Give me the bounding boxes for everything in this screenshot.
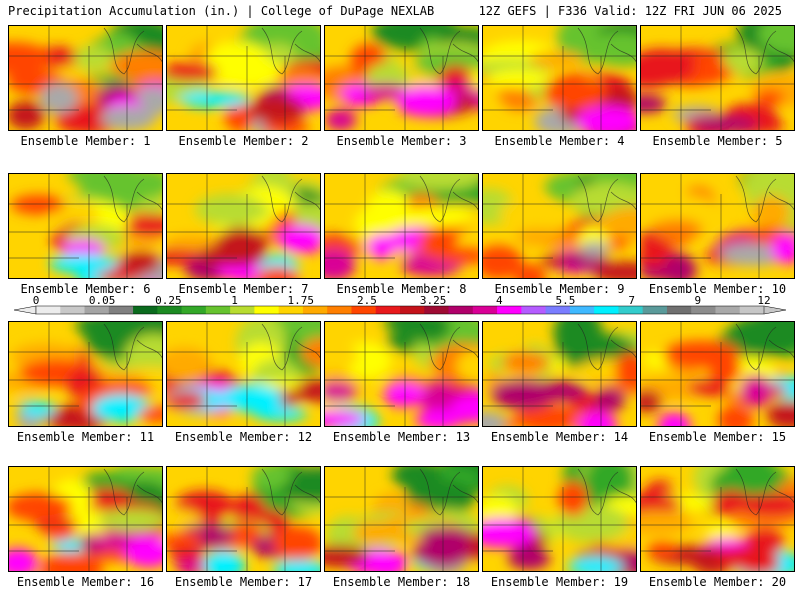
ensemble-member-label: Ensemble Member: 4 — [494, 134, 625, 148]
ensemble-map-16 — [8, 466, 163, 572]
colorbar-swatch — [545, 306, 571, 314]
ensemble-member-label: Ensemble Member: 9 — [494, 282, 625, 296]
ensemble-map-15 — [640, 321, 795, 427]
colorbar-swatch — [691, 306, 716, 314]
colorbar-tick-label: 4 — [496, 296, 503, 307]
ensemble-member-label: Ensemble Member: 12 — [174, 430, 313, 444]
colorbar-tick-label: 2.5 — [357, 296, 377, 307]
ensemble-member-label: Ensemble Member: 10 — [648, 282, 787, 296]
ensemble-member-label: Ensemble Member: 5 — [652, 134, 783, 148]
colorbar-tick-label: 1.75 — [287, 296, 314, 307]
ensemble-member-label: Ensemble Member: 13 — [332, 430, 471, 444]
ensemble-map-5 — [640, 25, 795, 131]
ensemble-map-17 — [166, 466, 321, 572]
ensemble-map-1 — [8, 25, 163, 131]
ensemble-map-13 — [324, 321, 479, 427]
colorbar-swatch — [157, 306, 183, 314]
run-info: 12Z GEFS | F336 Valid: 12Z FRI JUN 06 20… — [478, 4, 782, 18]
precipitation-colorbar: 0 0.05 0.25 1 1.75 2.5 3.25 4 5.5 7 9 12 — [13, 296, 787, 315]
ensemble-member-label: Ensemble Member: 6 — [20, 282, 151, 296]
colorbar-swatch — [327, 306, 352, 314]
colorbar-swatch — [84, 306, 110, 314]
colorbar-swatch — [569, 306, 595, 314]
colorbar-max-arrow — [763, 305, 787, 315]
ensemble-member-label: Ensemble Member: 16 — [16, 575, 155, 589]
colorbar-swatch — [36, 306, 61, 314]
ensemble-map-20 — [640, 466, 795, 572]
colorbar-swatch — [205, 306, 231, 314]
colorbar-swatch — [739, 306, 765, 314]
colorbar-swatch — [400, 306, 425, 314]
colorbar-swatch — [618, 306, 644, 314]
colorbar-outline — [35, 305, 765, 315]
colorbar-tick-label: 0 — [33, 296, 40, 307]
colorbar-swatch — [594, 306, 619, 314]
ensemble-member-label: Ensemble Member: 17 — [174, 575, 313, 589]
colorbar-swatch — [278, 306, 304, 314]
map-title: Precipitation Accumulation (in.) | Colle… — [8, 4, 435, 18]
ensemble-member-label: Ensemble Member: 2 — [178, 134, 309, 148]
colorbar-swatch — [302, 306, 328, 314]
ensemble-map-3 — [324, 25, 479, 131]
colorbar-swatch — [351, 306, 377, 314]
colorbar-swatch — [497, 306, 522, 314]
ensemble-map-10 — [640, 173, 795, 279]
ensemble-member-label: Ensemble Member: 8 — [336, 282, 467, 296]
colorbar-swatch — [230, 306, 255, 314]
colorbar-swatch — [521, 306, 547, 314]
colorbar-swatch — [424, 306, 450, 314]
ensemble-member-label: Ensemble Member: 11 — [16, 430, 155, 444]
ensemble-map-14 — [482, 321, 637, 427]
colorbar-swatch — [375, 306, 401, 314]
colorbar-tick-label: 0.05 — [89, 296, 116, 307]
colorbar-swatch — [448, 306, 474, 314]
ensemble-map-7 — [166, 173, 321, 279]
colorbar-tick-label: 7 — [628, 296, 635, 307]
colorbar-swatch — [60, 306, 86, 314]
colorbar-tick-label: 1 — [231, 296, 238, 307]
colorbar-swatch — [666, 306, 692, 314]
ensemble-map-19 — [482, 466, 637, 572]
ensemble-map-2 — [166, 25, 321, 131]
colorbar-swatch — [133, 306, 158, 314]
ensemble-map-8 — [324, 173, 479, 279]
ensemble-map-9 — [482, 173, 637, 279]
ensemble-member-label: Ensemble Member: 14 — [490, 430, 629, 444]
colorbar-tick-label: 12 — [757, 296, 770, 307]
ensemble-map-18 — [324, 466, 479, 572]
ensemble-member-label: Ensemble Member: 20 — [648, 575, 787, 589]
colorbar-tick-label: 9 — [695, 296, 702, 307]
colorbar-swatch — [715, 306, 741, 314]
colorbar-tick-label: 3.25 — [420, 296, 447, 307]
ensemble-map-6 — [8, 173, 163, 279]
ensemble-map-11 — [8, 321, 163, 427]
colorbar-swatch — [472, 306, 498, 314]
colorbar-swatch — [642, 306, 668, 314]
ensemble-member-label: Ensemble Member: 3 — [336, 134, 467, 148]
ensemble-member-label: Ensemble Member: 15 — [648, 430, 787, 444]
colorbar-swatch — [108, 306, 134, 314]
ensemble-map-4 — [482, 25, 637, 131]
colorbar-tick-label: 0.25 — [155, 296, 182, 307]
ensemble-member-label: Ensemble Member: 19 — [490, 575, 629, 589]
colorbar-swatch — [181, 306, 207, 314]
colorbar-swatch — [254, 306, 280, 314]
colorbar-tick-label: 5.5 — [556, 296, 576, 307]
ensemble-member-label: Ensemble Member: 18 — [332, 575, 471, 589]
ensemble-member-label: Ensemble Member: 7 — [178, 282, 309, 296]
ensemble-map-12 — [166, 321, 321, 427]
colorbar-min-arrow — [13, 305, 37, 315]
ensemble-member-label: Ensemble Member: 1 — [20, 134, 151, 148]
